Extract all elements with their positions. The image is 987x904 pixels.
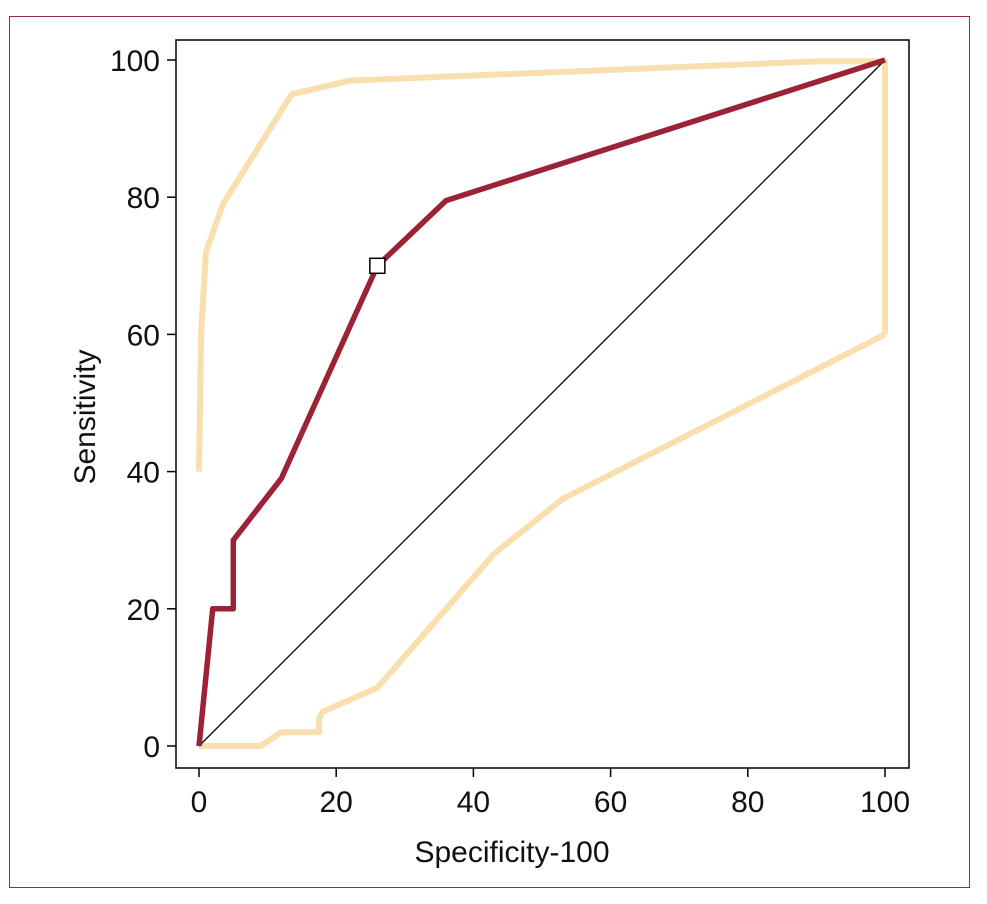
y-axis: 0 20 40 60 80 100 xyxy=(110,45,176,764)
y-tick-label: 80 xyxy=(127,182,160,215)
x-tick-label: 60 xyxy=(594,786,627,819)
x-tick-label: 0 xyxy=(191,786,208,819)
x-axis: 0 20 40 60 80 100 xyxy=(191,768,910,819)
y-tick-label: 40 xyxy=(127,457,160,490)
x-tick-label: 100 xyxy=(860,786,910,819)
reference-diagonal xyxy=(198,59,886,747)
x-tick-label: 80 xyxy=(731,786,764,819)
cutoff-marker xyxy=(369,257,386,275)
roc-curve xyxy=(196,57,886,747)
y-tick-label: 60 xyxy=(127,319,160,352)
confidence-band xyxy=(196,58,888,749)
y-tick-label: 100 xyxy=(110,45,160,78)
ci-upper-line xyxy=(196,58,888,472)
x-axis-title: Specificity-100 xyxy=(414,836,609,869)
cutoff-point-marker xyxy=(369,257,386,275)
plot-area-border xyxy=(175,39,910,769)
y-tick-label: 20 xyxy=(127,594,160,627)
reference-line xyxy=(198,59,886,747)
x-tick-label: 20 xyxy=(320,786,353,819)
x-tick-label: 40 xyxy=(457,786,490,819)
y-tick-label: 0 xyxy=(143,731,160,764)
ci-lower-line xyxy=(199,331,887,749)
roc-line xyxy=(196,57,886,747)
figure-frame xyxy=(9,16,970,888)
y-axis-title: Sensitivity xyxy=(69,349,102,484)
